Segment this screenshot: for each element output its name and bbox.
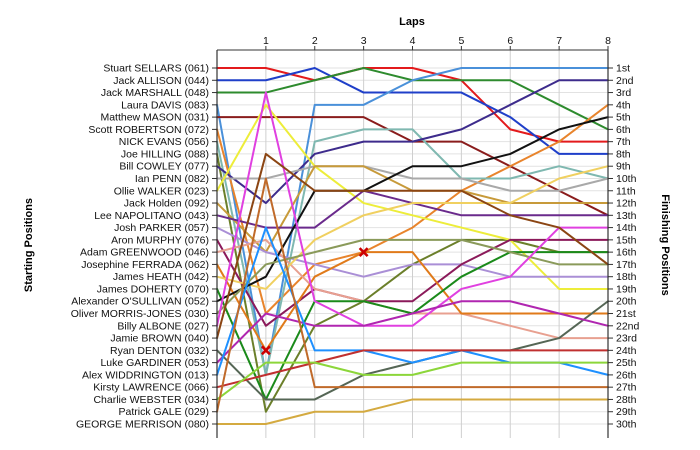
series-line-17: [216, 251, 609, 352]
series-line-27: [216, 349, 609, 389]
finishing-position-label: 16th: [616, 247, 637, 259]
finishing-position-label: 30th: [616, 419, 637, 431]
x-tick-label: 3: [361, 35, 367, 47]
finishing-position-label: 9th: [616, 161, 631, 173]
driver-label: Matthew MASON (031): [100, 112, 209, 124]
driver-label: Bill COWLEY (077): [119, 161, 209, 173]
chart-title: Laps: [399, 16, 425, 28]
driver-label: Alex WIDDRINGTON (013): [82, 369, 209, 381]
finishing-position-label: 20th: [616, 296, 637, 308]
driver-label: Aron MURPHY (076): [111, 234, 209, 246]
driver-label: Ryan DENTON (032): [110, 345, 209, 357]
series-line-7: [216, 128, 609, 376]
series-line-30: [216, 398, 609, 425]
driver-label: Ollie WALKER (023): [114, 185, 209, 197]
driver-label: Patrick GALE (029): [119, 406, 209, 418]
retire-marker-1-b: [358, 247, 369, 258]
finishing-position-label: 23rd: [616, 333, 637, 345]
finishing-position-label: 19th: [616, 283, 637, 295]
driver-label: Jamie BROWN (040): [110, 333, 209, 345]
x-tick-label: 1: [263, 35, 269, 47]
series-line-29: [216, 177, 609, 413]
driver-label: Josh PARKER (057): [114, 222, 209, 234]
series-layer: [216, 67, 609, 425]
y-axis-label-right: Finishing Positions: [659, 194, 671, 295]
driver-label: Jack Holden (092): [124, 198, 209, 210]
series-line-25: [216, 300, 609, 364]
series-line-15: [216, 238, 609, 327]
driver-label: Jack ALLISON (044): [113, 75, 209, 87]
series-line-18: [216, 165, 609, 290]
series-line-4: [216, 67, 609, 376]
driver-label: Alexander O'SULLIVAN (052): [71, 296, 209, 308]
finishing-position-label: 24th: [616, 345, 637, 357]
finishing-position-label: 25th: [616, 357, 637, 369]
driver-label: Jack MARSHALL (048): [101, 87, 209, 99]
driver-label: Ian PENN (082): [135, 173, 209, 185]
finishing-position-label: 6th: [616, 124, 631, 136]
finishing-position-label: 8th: [616, 148, 631, 160]
finishing-position-label: 2nd: [616, 75, 634, 87]
driver-label: NICK EVANS (056): [119, 136, 209, 148]
series-line-9: [216, 79, 609, 205]
finishing-position-label: 15th: [616, 234, 637, 246]
finishing-position-label: 13th: [616, 210, 637, 222]
finishing-position-labels: 1st2nd3rd4th5th6th7th8th9th10th11th12th1…: [616, 63, 640, 431]
finishing-position-label: 27th: [616, 382, 637, 394]
driver-label: Stuart SELLARS (061): [103, 63, 209, 75]
x-tick-label: 2: [312, 35, 318, 47]
x-tick-label: 4: [410, 35, 416, 47]
series-line-23: [216, 152, 609, 340]
marker-layer: [260, 247, 369, 356]
driver-label: Lee NAPOLITANO (043): [94, 210, 209, 222]
finishing-position-label: 4th: [616, 99, 631, 111]
starting-position-labels: Stuart SELLARS (061)Jack ALLISON (044)Ja…: [71, 63, 209, 431]
x-tick-labels: 1 2 3 4 5 6 7 8: [263, 35, 611, 47]
finishing-position-label: 22nd: [616, 320, 640, 332]
driver-label: James DOHERTY (070): [97, 283, 209, 295]
driver-label: Oliver MORRIS-JONES (030): [71, 308, 209, 320]
x-tick-label: 5: [458, 35, 464, 47]
finishing-position-label: 10th: [616, 173, 637, 185]
x-tick-label: 7: [556, 35, 562, 47]
plot-frame: [212, 46, 613, 438]
finishing-position-label: 17th: [616, 259, 637, 271]
series-line-22: [216, 91, 609, 327]
finishing-position-label: 11th: [616, 185, 636, 197]
finishing-position-label: 14th: [616, 222, 637, 234]
finishing-position-label: 18th: [616, 271, 637, 283]
finishing-position-label: 12th: [616, 198, 637, 210]
y-axis-label-left: Starting Positions: [23, 198, 35, 292]
finishing-position-label: 3rd: [616, 87, 631, 99]
series-line-2: [216, 67, 609, 155]
driver-label: GEORGE MERRISON (080): [76, 419, 209, 431]
finishing-position-label: 7th: [616, 136, 631, 148]
finishing-position-label: 26th: [616, 369, 637, 381]
driver-label: Charlie WEBSTER (034): [93, 394, 209, 406]
series-line-11: [216, 103, 609, 290]
driver-label: James HEATH (042): [113, 271, 209, 283]
driver-label: Adam GREENWOOD (046): [80, 247, 209, 259]
finishing-position-label: 1st: [616, 63, 630, 75]
driver-label: Kirsty LAWRENCE (066): [93, 382, 209, 394]
series-line-21: [216, 238, 609, 315]
finishing-position-label: 21st: [616, 308, 636, 320]
series-line-28: [216, 361, 609, 401]
driver-label: Joe HILLING (088): [121, 148, 209, 160]
driver-label: Laura DAVIS (083): [121, 99, 209, 111]
driver-label: Josephine FERRADA (062): [81, 259, 209, 271]
x-tick-label: 6: [507, 35, 513, 47]
retire-marker-2-b: [260, 345, 271, 356]
series-line-10: [216, 165, 609, 192]
finishing-position-label: 29th: [616, 406, 637, 418]
finishing-position-label: 5th: [616, 112, 631, 124]
finishing-position-label: 28th: [616, 394, 637, 406]
driver-label: Billy ALBONE (027): [117, 320, 209, 332]
driver-label: Scott ROBERTSON (072): [88, 124, 209, 136]
x-tick-label: 8: [605, 35, 611, 47]
driver-label: Luke GARDINER (053): [100, 357, 209, 369]
